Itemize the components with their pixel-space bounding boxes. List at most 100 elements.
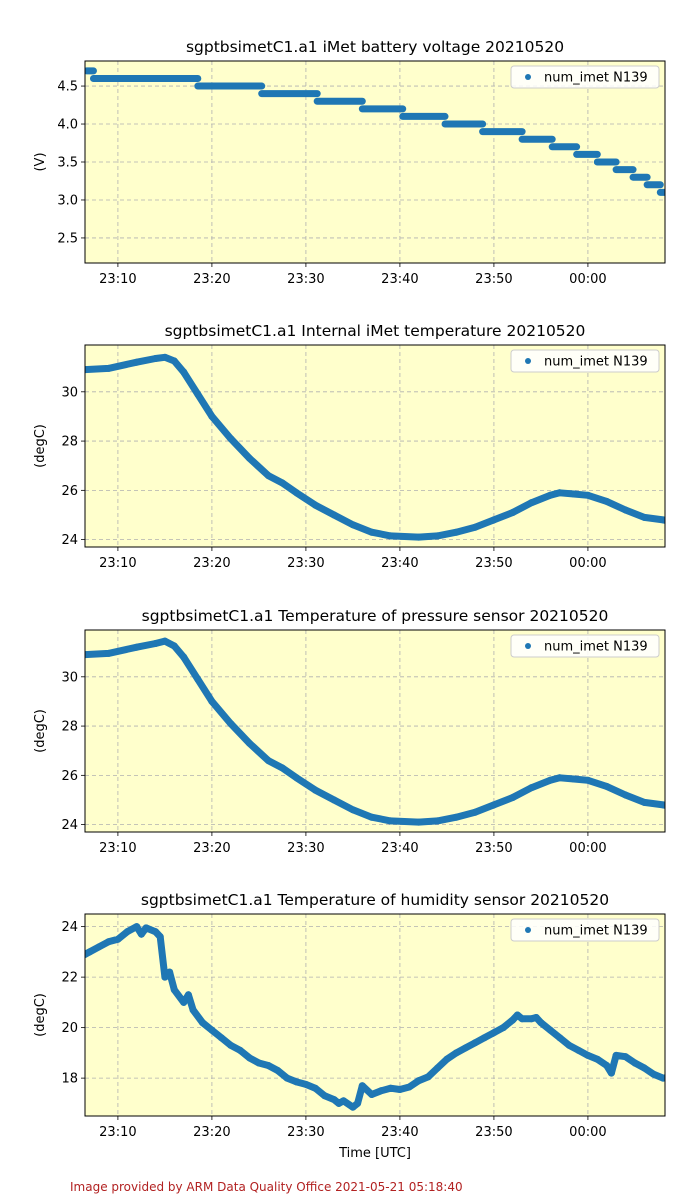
data-point	[603, 782, 611, 790]
x-tick-label: 23:20	[193, 1125, 230, 1140]
data-point	[603, 1062, 611, 1069]
y-tick-label: 22	[61, 971, 78, 986]
data-point	[368, 813, 376, 821]
data-point	[340, 1097, 348, 1105]
data-point	[415, 533, 423, 541]
data-point	[166, 968, 174, 976]
data-point	[640, 1064, 648, 1072]
data-point	[161, 637, 169, 645]
legend-marker	[525, 643, 531, 649]
data-point	[217, 1034, 225, 1042]
data-point	[133, 643, 141, 651]
data-point	[349, 521, 357, 529]
y-axis-label: (degC)	[33, 709, 48, 753]
data-point	[546, 491, 554, 499]
data-point	[565, 1041, 573, 1049]
data-point	[434, 1064, 442, 1072]
data-point	[556, 774, 564, 782]
legend-label: num_imet N139	[544, 640, 648, 655]
data-point	[208, 412, 216, 420]
data-point	[278, 479, 286, 487]
legend-marker	[525, 74, 531, 80]
data-point	[622, 1053, 630, 1061]
y-tick-label: 24	[61, 533, 78, 548]
legend-label: num_imet N139	[544, 71, 648, 86]
data-point	[133, 923, 141, 931]
data-point	[593, 1055, 601, 1063]
data-point	[283, 1074, 291, 1082]
data-point	[471, 1039, 479, 1047]
data-point	[156, 933, 164, 941]
data-point	[688, 1077, 695, 1084]
data-point	[321, 1092, 329, 1100]
data-point	[170, 986, 178, 994]
data-point	[255, 1059, 263, 1067]
y-tick-label: 4.5	[57, 80, 78, 95]
x-tick-label: 23:40	[381, 841, 418, 856]
x-tick-label: 23:10	[99, 1125, 136, 1140]
data-point	[208, 1026, 216, 1034]
legend: num_imet N139	[510, 634, 660, 658]
data-point	[490, 801, 498, 809]
data-point	[199, 1019, 207, 1027]
data-point	[180, 368, 188, 376]
footer-credit: Image provided by ARM Data Quality Offic…	[70, 1180, 463, 1194]
legend: num_imet N139	[510, 349, 660, 373]
data-point	[86, 948, 94, 956]
data-point	[424, 1073, 432, 1081]
y-tick-label: 30	[61, 670, 78, 685]
data-point	[669, 1073, 676, 1080]
chart-panel-1: sgptbsimetC1.a1 iMet battery voltage 202…	[33, 38, 666, 287]
legend: num_imet N139	[510, 918, 660, 942]
data-point	[546, 776, 554, 784]
data-point	[678, 520, 685, 527]
y-tick-label: 24	[61, 818, 78, 833]
x-tick-label: 00:00	[569, 841, 606, 856]
data-point	[278, 764, 286, 772]
data-point	[612, 1051, 620, 1059]
legend-marker	[525, 927, 531, 933]
data-point	[194, 675, 202, 683]
data-point	[622, 791, 630, 799]
x-tick-label: 23:30	[287, 556, 324, 571]
chart-title: sgptbsimetC1.a1 Temperature of humidity …	[141, 891, 609, 909]
chart-panel-4: sgptbsimetC1.a1 Temperature of humidity …	[33, 891, 695, 1161]
data-point	[607, 1069, 615, 1077]
data-point	[264, 757, 272, 765]
data-point	[227, 435, 235, 443]
data-point	[490, 516, 498, 524]
x-tick-label: 23:20	[193, 556, 230, 571]
y-tick-label: 28	[61, 720, 78, 735]
data-point	[114, 935, 122, 943]
plot-area	[85, 345, 665, 547]
data-point	[194, 390, 202, 398]
data-point	[330, 511, 338, 519]
data-point	[180, 998, 188, 1006]
data-point	[462, 1044, 470, 1052]
data-point	[528, 499, 536, 507]
data-point	[570, 775, 578, 783]
data-point	[264, 472, 272, 480]
data-point	[184, 991, 192, 999]
data-point	[161, 973, 169, 981]
data-point	[246, 454, 254, 462]
data-point	[246, 739, 254, 747]
data-point	[396, 1085, 404, 1093]
data-point	[556, 489, 564, 497]
data-point	[227, 1041, 235, 1049]
data-point	[509, 1016, 517, 1024]
data-point	[481, 1034, 489, 1042]
data-point	[105, 649, 113, 657]
data-point	[161, 353, 169, 361]
data-point	[659, 1074, 665, 1082]
data-point	[293, 774, 301, 782]
y-tick-label: 4.0	[57, 118, 78, 133]
data-point	[509, 794, 517, 802]
data-point	[546, 1026, 554, 1034]
data-point	[123, 928, 131, 936]
data-point	[368, 528, 376, 536]
y-tick-label: 3.0	[57, 193, 78, 208]
data-point	[189, 1006, 197, 1014]
data-point	[274, 1067, 282, 1075]
legend-box	[510, 349, 660, 373]
